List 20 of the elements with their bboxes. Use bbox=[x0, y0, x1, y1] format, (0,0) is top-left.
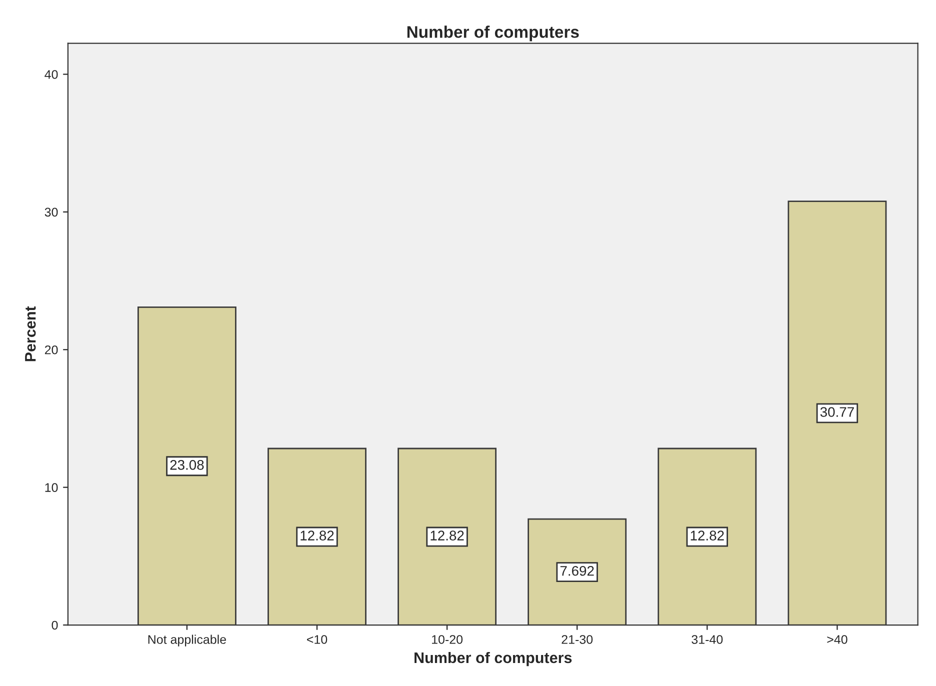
y-tick-label: 30 bbox=[44, 208, 58, 217]
data-label: 30.77 bbox=[820, 407, 854, 417]
x-axis-title: Number of computers bbox=[414, 652, 572, 666]
x-tick-label: 31-40 bbox=[692, 635, 723, 644]
x-tick-label: <10 bbox=[307, 635, 328, 644]
y-tick-label: 0 bbox=[52, 620, 58, 630]
data-label: 12.82 bbox=[430, 530, 464, 540]
data-label: 12.82 bbox=[300, 530, 334, 540]
data-label: 12.82 bbox=[690, 530, 724, 540]
x-tick-label: >40 bbox=[827, 635, 848, 644]
x-tick-label: 10-20 bbox=[432, 635, 463, 644]
data-label: 7.692 bbox=[560, 566, 594, 576]
y-tick-label: 40 bbox=[44, 70, 58, 79]
chart-title: Number of computers bbox=[407, 26, 579, 42]
x-tick-label: 21-30 bbox=[562, 635, 593, 644]
y-tick-label: 10 bbox=[45, 483, 58, 492]
x-tick-label: Not applicable bbox=[148, 634, 226, 646]
data-label: 23.08 bbox=[170, 460, 204, 470]
y-axis-title: Percent bbox=[25, 306, 36, 362]
y-tick-label: 20 bbox=[44, 345, 58, 354]
